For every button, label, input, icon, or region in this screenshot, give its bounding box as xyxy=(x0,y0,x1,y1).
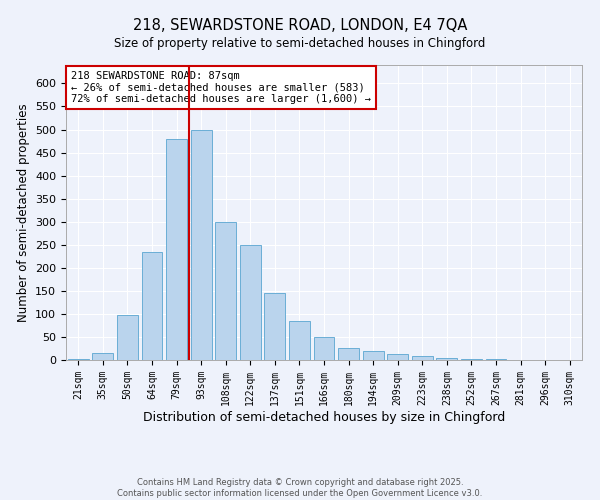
Bar xyxy=(166,138,187,360)
Bar xyxy=(142,252,163,360)
Bar xyxy=(362,351,383,360)
Bar xyxy=(117,316,138,360)
Bar xyxy=(461,358,482,360)
Bar xyxy=(289,321,310,360)
Text: 218 SEWARDSTONE ROAD: 87sqm
← 26% of semi-detached houses are smaller (583)
72% : 218 SEWARDSTONE ROAD: 87sqm ← 26% of sem… xyxy=(71,71,371,104)
Bar xyxy=(68,358,89,360)
Bar xyxy=(240,245,261,360)
Bar xyxy=(92,353,113,360)
Text: 218, SEWARDSTONE ROAD, LONDON, E4 7QA: 218, SEWARDSTONE ROAD, LONDON, E4 7QA xyxy=(133,18,467,32)
Bar xyxy=(191,130,212,360)
Bar xyxy=(265,293,286,360)
Bar xyxy=(338,348,359,360)
Bar xyxy=(485,359,506,360)
Bar xyxy=(314,337,334,360)
Bar xyxy=(436,358,457,360)
Text: Contains HM Land Registry data © Crown copyright and database right 2025.
Contai: Contains HM Land Registry data © Crown c… xyxy=(118,478,482,498)
X-axis label: Distribution of semi-detached houses by size in Chingford: Distribution of semi-detached houses by … xyxy=(143,410,505,424)
Text: Size of property relative to semi-detached houses in Chingford: Size of property relative to semi-detach… xyxy=(115,38,485,51)
Bar xyxy=(215,222,236,360)
Bar xyxy=(387,354,408,360)
Y-axis label: Number of semi-detached properties: Number of semi-detached properties xyxy=(17,103,29,322)
Bar xyxy=(412,356,433,360)
